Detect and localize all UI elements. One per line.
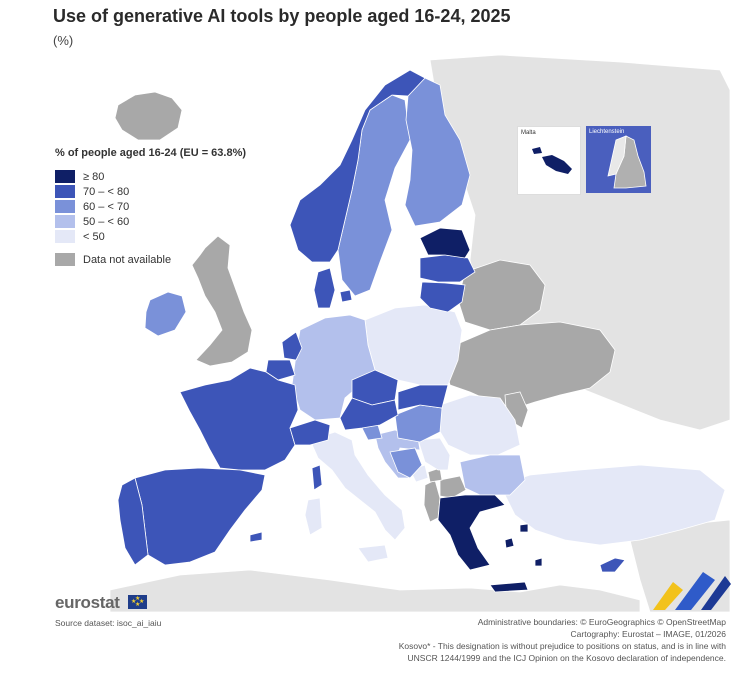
region-albania[interactable] [423, 479, 441, 523]
legend-item-na: Data not available [55, 252, 270, 267]
region-north-macedonia[interactable] [439, 475, 467, 499]
region-united-kingdom[interactable] [191, 235, 253, 367]
region-belarus[interactable] [457, 259, 546, 331]
region-estonia[interactable] [419, 227, 471, 259]
region-netherlands[interactable] [281, 331, 303, 361]
region-crete[interactable] [489, 581, 529, 593]
credit-line: UNSCR 1244/1999 and the ICJ Opinion on t… [407, 653, 727, 663]
inset-malta: Malta [517, 126, 581, 195]
map-subtitle: (%) [53, 33, 74, 48]
legend-swatch [55, 170, 75, 183]
region-kosovo[interactable] [427, 467, 443, 483]
region-latvia[interactable] [419, 254, 476, 283]
legend-item: 60 – < 70 [55, 199, 270, 214]
region-italy[interactable] [309, 431, 406, 541]
region-serbia[interactable] [417, 437, 451, 471]
region-denmark[interactable] [313, 267, 336, 309]
legend-label: ≥ 80 [83, 170, 105, 183]
legend-item: 70 – < 80 [55, 184, 270, 199]
region-ukraine[interactable] [444, 321, 616, 411]
legend-item: 50 – < 60 [55, 214, 270, 229]
legend-swatch [55, 215, 75, 228]
legend-swatch [55, 185, 75, 198]
region-aegean-islands[interactable] [504, 523, 543, 567]
eurostat-logo: eurostat [55, 593, 120, 612]
corner-logo-icon [653, 572, 731, 610]
legend-swatch [55, 253, 75, 266]
liechtenstein-map [607, 135, 647, 189]
legend-label: Data not available [83, 253, 172, 266]
legend-title: % of people aged 16-24 (EU = 63.8%) [55, 147, 247, 159]
region-cyprus[interactable] [599, 557, 626, 573]
region-austria[interactable] [339, 397, 399, 431]
map-title: Use of generative AI tools by people age… [53, 6, 511, 26]
inset-label: Malta [521, 130, 536, 136]
inset-label: Liechtenstein [589, 129, 625, 135]
region-sardinia[interactable] [304, 497, 323, 536]
malta-map [532, 147, 572, 174]
legend-label: < 50 [83, 230, 105, 243]
legend-label: 50 – < 60 [83, 215, 130, 228]
region-norway[interactable] [289, 69, 426, 263]
region-slovakia[interactable] [397, 384, 449, 411]
credit-line: Administrative boundaries: © EuroGeograp… [477, 617, 726, 627]
source-note: Source dataset: isoc_ai_iaiu [55, 618, 162, 628]
region-denmark-islands[interactable] [339, 289, 353, 303]
legend-swatch [55, 230, 75, 243]
credit-line: Kosovo* - This designation is without pr… [398, 641, 726, 651]
credit-line: Cartography: Eurostat – IMAGE, 01/2026 [570, 629, 726, 639]
legend-label: 70 – < 80 [83, 185, 130, 198]
region-bosnia-herzegovina[interactable] [389, 447, 423, 479]
legend-swatch [55, 200, 75, 213]
region-balearic[interactable] [249, 531, 263, 543]
region-portugal[interactable] [117, 477, 149, 566]
inset-liechtenstein: Liechtenstein [586, 126, 651, 193]
region-greece[interactable] [437, 494, 506, 571]
region-hungary[interactable] [394, 404, 443, 443]
region-turkey[interactable] [499, 464, 726, 546]
legend-item: ≥ 80 [55, 169, 270, 184]
region-switzerland[interactable] [289, 419, 331, 446]
region-ireland[interactable] [144, 291, 187, 337]
region-spain[interactable] [134, 467, 266, 566]
region-france[interactable] [179, 367, 299, 471]
russia-land [429, 54, 731, 431]
region-bulgaria[interactable] [459, 454, 526, 496]
region-sicily[interactable] [357, 544, 389, 563]
legend-item: < 50 [55, 229, 270, 244]
region-iceland[interactable] [114, 91, 183, 141]
region-belgium[interactable] [265, 359, 296, 381]
region-lithuania[interactable] [419, 281, 466, 313]
north-africa-land [109, 569, 641, 613]
region-romania[interactable] [435, 394, 521, 456]
region-corsica[interactable] [311, 464, 323, 491]
region-finland[interactable] [404, 77, 471, 227]
legend: % of people aged 16-24 (EU = 63.8%) ≥ 80… [55, 147, 270, 267]
eu-flag-icon: ★ ★ ★ ★ [128, 595, 147, 609]
legend-label: 60 – < 70 [83, 200, 130, 213]
